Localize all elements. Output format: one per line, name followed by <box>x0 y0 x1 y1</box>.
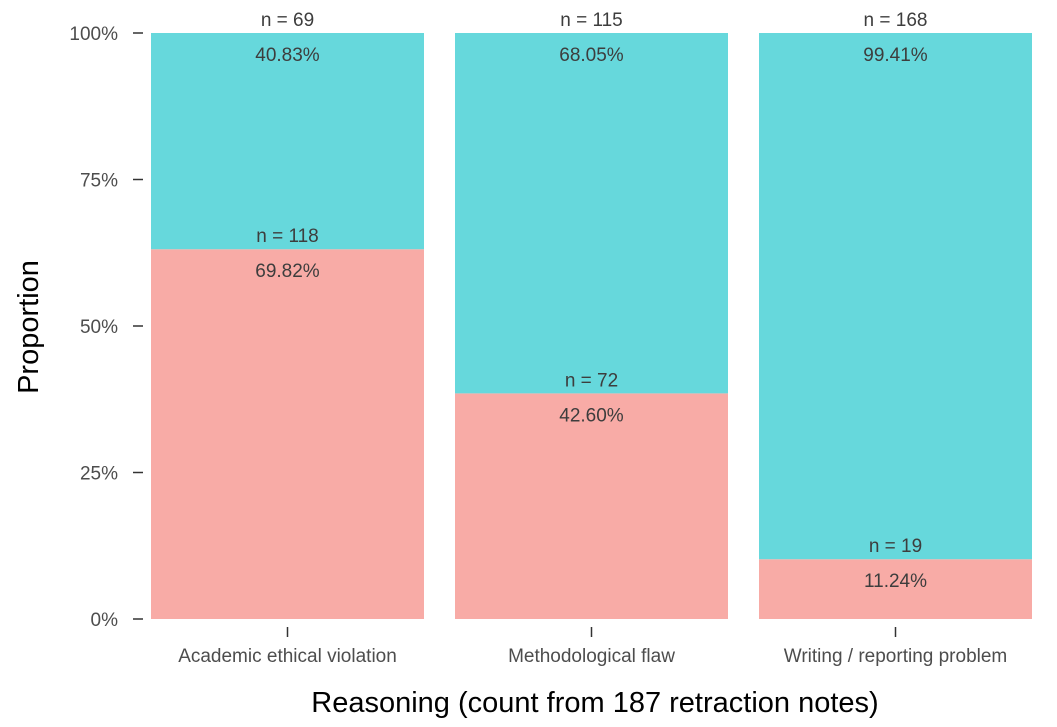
bars-layer <box>151 33 1032 619</box>
bar-segment <box>151 249 424 619</box>
y-axis-title: Proportion <box>13 260 45 394</box>
x-axis-title: Reasoning (count from 187 retraction not… <box>311 687 878 719</box>
bar-count-label: n = 19 <box>869 536 922 557</box>
y-tick-label: 75% <box>80 171 118 192</box>
bar-segment <box>759 559 1032 619</box>
y-tick-label: 50% <box>80 317 118 338</box>
bar-percent-label: 68.05% <box>559 45 624 66</box>
bar-labels-layer: n = 118 69.82% n = 69 40.83% n = 72 42.60% n =… <box>255 10 928 592</box>
bar-percent-label: 40.83% <box>255 45 320 66</box>
bar-segment <box>759 33 1032 560</box>
bar-percent-label: 99.41% <box>863 45 928 66</box>
bar-percent-label: 11.24% <box>864 571 927 592</box>
x-tick-label: Academic ethical violation <box>178 646 397 667</box>
bar-count-label: n = 69 <box>261 10 314 31</box>
y-tick-label: 0% <box>91 610 119 631</box>
bar-segment <box>455 33 728 394</box>
bar-count-label: n = 168 <box>864 10 928 31</box>
x-tick-label: Methodological flaw <box>508 646 675 667</box>
bar-segment <box>151 33 424 250</box>
bar-percent-label: 69.82% <box>255 261 320 282</box>
y-tick-label: 100% <box>69 24 118 45</box>
bar-count-label: n = 115 <box>560 10 623 31</box>
y-axis: 0% 25% 50% 75% 100% <box>69 24 143 631</box>
y-tick-label: 25% <box>80 464 118 485</box>
bar-segment <box>455 393 728 619</box>
bar-percent-label: 42.60% <box>559 405 624 426</box>
bar-count-label: n = 72 <box>565 370 618 391</box>
bar-count-label: n = 118 <box>256 226 319 247</box>
x-axis: Academic ethical violation Methodological… <box>178 627 1007 667</box>
x-tick-label: Writing / reporting problem <box>784 646 1008 667</box>
